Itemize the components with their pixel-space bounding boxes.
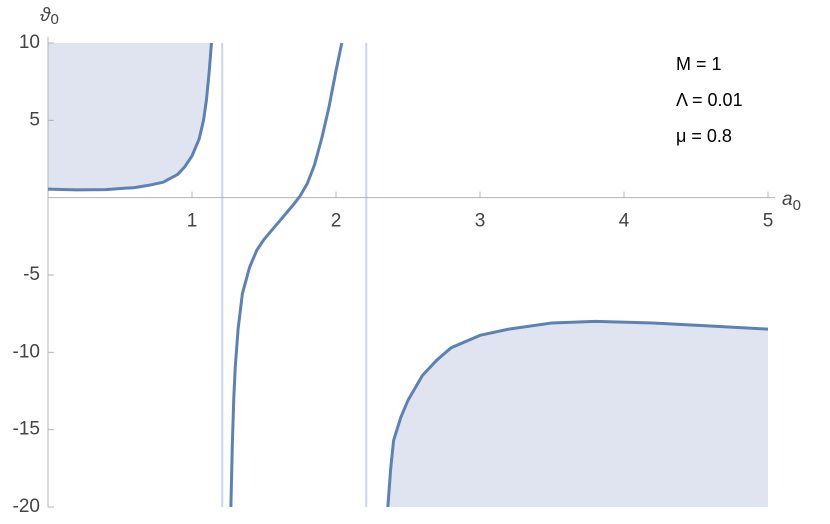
x-tick-label: 1: [187, 211, 198, 232]
y-label-symbol: ϑ: [40, 5, 51, 26]
curve: [386, 319, 769, 508]
x-tick-label: 5: [763, 211, 774, 232]
shaded-region: [48, 43, 212, 190]
y-axis-label: ϑ0: [40, 5, 59, 28]
x-axis-label: a0: [782, 189, 801, 214]
curve: [229, 42, 344, 508]
x-tick-label: 3: [475, 211, 486, 232]
y-tick-label: -10: [13, 341, 40, 362]
x-label-symbol: a: [782, 189, 793, 210]
annotation: μ = 0.8: [676, 126, 732, 146]
x-tick-label: 2: [331, 211, 342, 232]
y-tick-label: -20: [13, 496, 40, 517]
y-tick-label: -5: [23, 264, 40, 285]
y-tick-label: -15: [13, 419, 40, 440]
fills: [48, 43, 768, 507]
y-tick-label: 10: [19, 32, 40, 53]
lines: [47, 42, 769, 508]
annotation: Λ = 0.01: [676, 90, 743, 110]
axes: [47, 37, 775, 508]
y-label-subscript: 0: [50, 11, 58, 28]
annotation: M = 1: [676, 54, 722, 74]
x-tick-label: 4: [619, 211, 630, 232]
x-label-subscript: 0: [793, 197, 801, 214]
y-tick-label: 5: [29, 109, 40, 130]
curve: [47, 42, 213, 192]
shaded-region: [387, 321, 768, 507]
